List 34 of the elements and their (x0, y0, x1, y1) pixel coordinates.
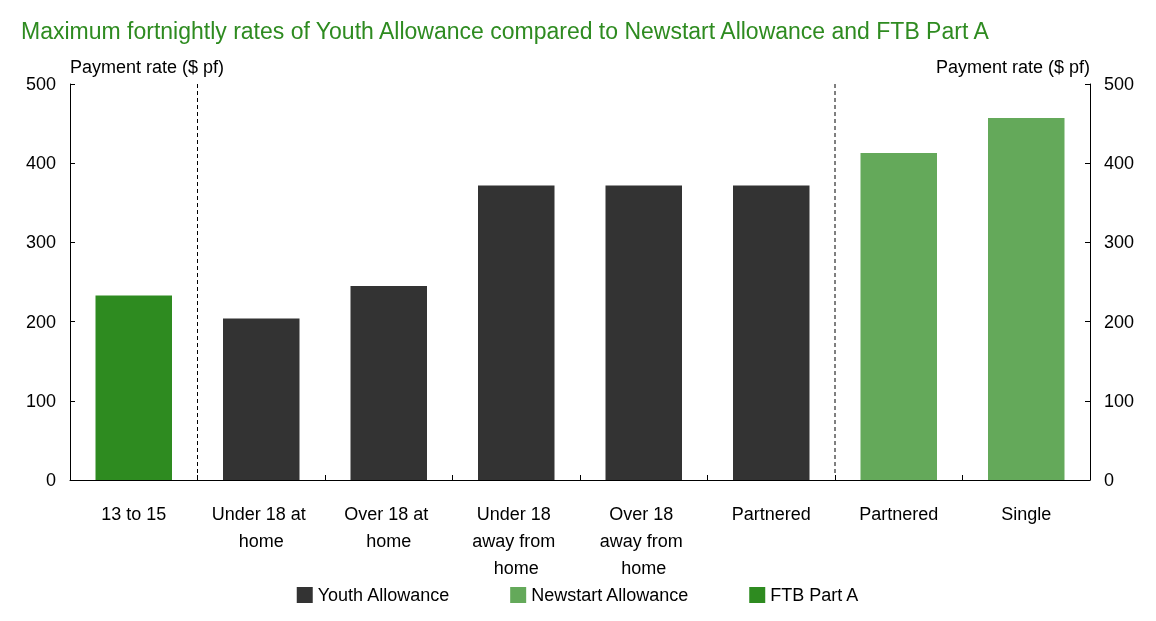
bar (95, 295, 172, 480)
x-tick-label: Under 18 at home (211, 503, 311, 551)
x-tick-label: 13 to 15 (101, 503, 167, 524)
y2-axis-title: Payment rate ($ pf) (935, 57, 1090, 77)
bar (350, 285, 427, 480)
x-tick-label: Over 18 at home (344, 503, 434, 551)
y-tick-label: 200 (25, 311, 56, 332)
bar (223, 318, 300, 480)
legend-label: Newstart Allowance (531, 585, 689, 605)
y2-tick-label: 400 (1104, 153, 1135, 174)
x-tick-label: Under 18 away from home (472, 503, 561, 578)
y-tick-label: 100 (25, 390, 56, 411)
y-tick-label: 500 (25, 74, 56, 94)
legend-label: Youth Allowance (317, 585, 450, 605)
y2-tick-label: 500 (1104, 74, 1135, 94)
y2-tick-label: 300 (1104, 232, 1135, 253)
bar (478, 185, 555, 480)
bar (988, 118, 1065, 480)
y-tick-label: 400 (25, 153, 56, 174)
bar (860, 152, 937, 480)
x-tick-label: Partnered (731, 503, 811, 524)
y-tick-label: 0 (45, 470, 56, 490)
x-tick-label: Over 18 away from home (599, 503, 688, 578)
y-axis-title: Payment rate ($ pf) (70, 57, 225, 77)
y2-tick-label: 200 (1104, 311, 1135, 332)
x-tick-label: Single (1001, 503, 1052, 524)
legend-label: FTB Part A (770, 585, 859, 605)
y2-tick-label: 100 (1104, 390, 1135, 411)
y-tick-label: 300 (25, 232, 56, 253)
chart-title: Maximum fortnightly rates of Youth Allowance compared to Newstart Allowance and FTB Part A (21, 17, 990, 44)
bar (605, 185, 682, 480)
bar (733, 185, 810, 480)
x-tick-label: Partnered (859, 503, 939, 524)
y2-tick-label: 0 (1104, 470, 1115, 490)
